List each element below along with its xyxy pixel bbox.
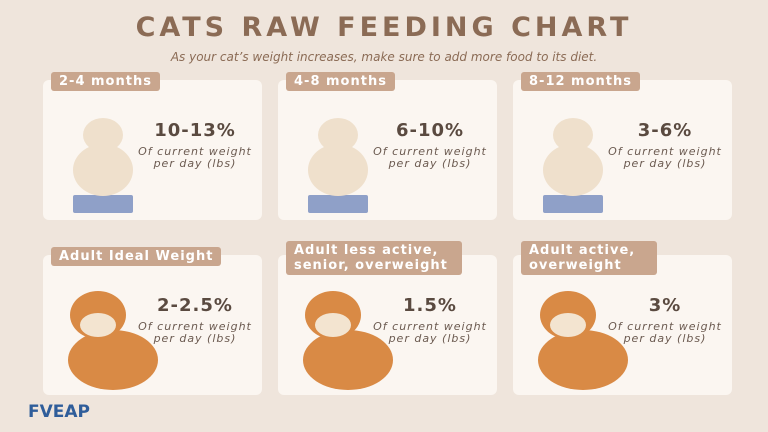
cat-shape: [553, 118, 593, 152]
cat-shape: [308, 195, 368, 213]
title: CATS RAW FEEDING CHART: [135, 12, 633, 43]
cat-illustration: [303, 291, 393, 390]
subtitle: As your cat’s weight increases, make sur…: [170, 50, 598, 64]
description: Of current weight per day (lbs): [373, 320, 487, 345]
card-label: 2-4 months: [51, 72, 160, 91]
cat-shape: [550, 313, 586, 337]
card: Adult Ideal Weight 2-2.5% Of current weigh…: [43, 247, 262, 395]
percent: 6-10%: [395, 120, 465, 141]
cat-shape: [73, 144, 133, 196]
card-label: Adult less active, senior, overweight: [286, 241, 462, 275]
percent: 3%: [648, 295, 682, 316]
description: Of current weight per day (lbs): [608, 320, 722, 345]
percent: 2-2.5%: [157, 295, 233, 316]
cat-illustration: [308, 118, 368, 213]
cat-shape: [318, 118, 358, 152]
cat-illustration: [538, 291, 628, 390]
card: 2-4 months 10-13% Of current weight per da…: [43, 72, 262, 220]
description: Of current weight per day (lbs): [373, 145, 487, 170]
card-label: Adult active, overweight: [521, 241, 657, 275]
percent: 3-6%: [637, 120, 693, 141]
cat-shape: [543, 144, 603, 196]
cat-shape: [315, 313, 351, 337]
card: 4-8 months 6-10% Of current weight per day…: [278, 72, 497, 220]
cat-illustration: [68, 291, 158, 390]
percent: 10-13%: [154, 120, 236, 141]
logo: FVEAP: [28, 402, 90, 422]
description: Of current weight per day (lbs): [138, 320, 252, 345]
cat-illustration: [543, 118, 603, 213]
cat-shape: [83, 118, 123, 152]
card: 8-12 months 3-6% Of current weight per day…: [513, 72, 732, 220]
cat-shape: [538, 330, 628, 390]
cat-shape: [308, 144, 368, 196]
description: Of current weight per day (lbs): [138, 145, 252, 170]
card: Adult active, overweight 3% Of current wei…: [513, 241, 732, 395]
percent: 1.5%: [403, 295, 457, 316]
cat-illustration: [73, 118, 133, 213]
description: Of current weight per day (lbs): [608, 145, 722, 170]
card-label: Adult Ideal Weight: [51, 247, 222, 266]
cat-shape: [73, 195, 133, 213]
cat-shape: [543, 195, 603, 213]
cat-shape: [303, 330, 393, 390]
card-label: 4-8 months: [286, 72, 395, 91]
cat-shape: [68, 330, 158, 390]
cat-shape: [80, 313, 116, 337]
card-label: 8-12 months: [521, 72, 640, 91]
card: Adult less active, senior, overweight 1.5…: [278, 241, 497, 395]
